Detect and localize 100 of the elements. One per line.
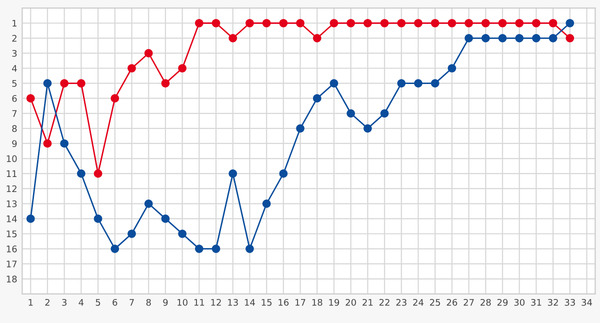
point [161, 214, 170, 223]
point [464, 18, 473, 28]
x-tick-label: 22 [379, 298, 390, 306]
point [312, 94, 322, 103]
x-tick-label: 13 [228, 298, 238, 306]
point [532, 18, 540, 28]
x-tick-label: 25 [430, 298, 440, 306]
x-tick-label: 6 [112, 298, 118, 306]
point [330, 79, 338, 88]
x-tick-label: 19 [329, 298, 340, 306]
point [194, 18, 204, 28]
x-tick-label: 11 [194, 299, 204, 306]
y-tick-label: 15 [6, 230, 17, 238]
x-tick-label: 17 [296, 299, 306, 306]
x-tick-label: 1 [28, 299, 33, 306]
y-tick-label: 11 [6, 170, 17, 177]
point [296, 18, 304, 28]
point [194, 244, 204, 253]
point [364, 18, 372, 28]
point [246, 244, 254, 253]
point [481, 18, 490, 28]
point [346, 109, 355, 118]
x-tick-label: 10 [178, 298, 188, 306]
x-tick-label: 24 [413, 298, 424, 306]
point [144, 199, 153, 208]
x-tick-label: 15 [262, 299, 272, 306]
x-tick-label: 3 [62, 298, 66, 306]
point [262, 199, 271, 208]
point [430, 79, 440, 88]
x-tick-label: 14 [244, 299, 255, 306]
x-tick-label: 30 [514, 298, 525, 306]
point [515, 34, 524, 42]
point [262, 18, 271, 28]
y-tick-label: 3 [12, 50, 17, 57]
point [43, 139, 52, 148]
point [464, 34, 473, 42]
point [212, 18, 220, 28]
point [246, 18, 254, 28]
x-tick-label: 4 [78, 299, 84, 306]
point [566, 34, 574, 42]
point [161, 79, 170, 88]
point [481, 34, 490, 42]
point [279, 18, 288, 28]
y-tick-label: 5 [12, 80, 17, 87]
x-tick-label: 31 [531, 298, 542, 306]
point [94, 169, 102, 178]
point [110, 244, 120, 253]
y-tick-label: 13 [6, 200, 17, 208]
point [397, 18, 406, 28]
x-tick-label: 29 [497, 298, 508, 306]
point [26, 214, 35, 223]
point [296, 124, 304, 133]
point [178, 230, 186, 238]
x-tick-label: 2 [45, 298, 50, 306]
point [77, 169, 86, 178]
point [397, 79, 406, 88]
x-tick-label: 16 [278, 298, 289, 306]
point [414, 18, 422, 28]
point [566, 18, 574, 28]
x-tick-label: 9 [163, 298, 168, 306]
y-tick-label: 4 [12, 65, 17, 72]
x-tick-label: 21 [362, 298, 373, 306]
y-tick-label: 14 [6, 216, 17, 222]
x-tick-label: 26 [446, 298, 458, 306]
x-tick-label: 27 [464, 298, 474, 306]
point [548, 34, 558, 42]
y-tick-label: 2 [12, 34, 16, 42]
point [26, 94, 35, 103]
point [110, 94, 120, 103]
y-tick-label: 7 [12, 110, 17, 117]
point [60, 79, 68, 88]
point [77, 79, 86, 88]
y-tick-label: 18 [6, 276, 17, 282]
point [228, 169, 238, 178]
point [346, 18, 355, 28]
point [60, 139, 68, 148]
point [448, 18, 456, 28]
y-tick-label: 9 [12, 140, 17, 148]
point [228, 34, 238, 42]
point [212, 244, 220, 253]
point [532, 34, 540, 42]
x-tick-label: 28 [480, 298, 491, 306]
x-tick-label: 5 [96, 299, 100, 306]
x-tick-label: 12 [211, 298, 221, 306]
point [330, 18, 338, 28]
point [312, 34, 322, 42]
x-tick-label: 18 [312, 298, 322, 306]
x-tick-label: 7 [130, 299, 134, 306]
point [414, 79, 422, 88]
y-tick-label: 16 [6, 246, 17, 252]
x-tick-label: 8 [146, 298, 151, 306]
point [380, 18, 389, 28]
y-tick-label: 1 [12, 20, 17, 27]
point [144, 49, 153, 58]
point [279, 169, 288, 178]
x-tick-label: 23 [396, 298, 406, 306]
x-tick-label: 32 [548, 298, 558, 306]
point [548, 18, 558, 28]
point [498, 18, 507, 28]
y-tick-label: 10 [6, 155, 17, 162]
